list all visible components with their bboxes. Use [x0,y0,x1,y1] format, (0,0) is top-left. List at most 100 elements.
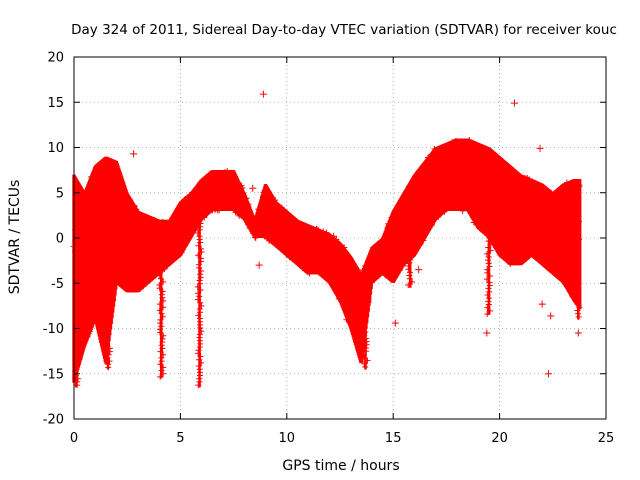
y-tick-label: -20 [43,413,64,428]
data-point [362,329,369,336]
data-point [195,363,202,370]
data-point [197,309,204,316]
data-point [197,280,204,287]
data-point [485,238,492,245]
data-point [483,276,490,283]
data-point [485,301,492,308]
data-point [196,226,203,233]
y-tick-label: -10 [43,322,64,337]
data-point [104,354,111,361]
outlier-point [255,261,263,269]
data-dip [72,372,81,389]
data-point [159,294,166,301]
data-point [486,263,493,270]
outlier-point [547,312,555,320]
data-point [160,304,167,311]
data-point [157,329,164,336]
data-point [158,358,165,365]
data-point [106,348,113,355]
data-point [575,218,582,225]
data-point [484,311,491,318]
data-point [198,359,205,366]
y-tick-label: 10 [47,141,64,156]
data-point [156,301,163,308]
outlier-point [510,99,518,107]
x-axis-label: GPS time / hours [282,458,399,474]
outlier-point [483,329,491,337]
data-point [484,257,491,264]
data-dip [574,304,583,320]
data-point [196,236,203,243]
outlier-point [536,144,544,152]
data-point [160,351,167,358]
axis-ticks: 0 5 10 15 20 25 -20 -15 -10 -5 0 5 10 15 20 [43,51,615,447]
data-point [574,307,581,314]
data-point [483,250,490,257]
data-point [405,266,412,273]
outlier-point [130,150,138,158]
data-point [486,307,493,314]
data-point [407,256,414,263]
data-point [484,304,491,311]
data-point [486,288,493,295]
sdtvar-band [70,137,583,383]
outlier-point [249,184,257,192]
y-tick-label: -5 [51,277,64,292]
data-point [195,382,202,389]
data-point [485,244,492,251]
data-point [196,344,203,351]
data-point [160,297,167,304]
data-point [487,241,494,248]
data-point [157,269,164,276]
data-point [487,247,494,254]
data-point [360,354,367,361]
data-point [347,254,354,261]
data-point [406,259,413,266]
x-tick-label: 15 [385,431,402,446]
data-point [157,320,164,327]
data-point [105,351,112,358]
outlier-point [415,266,423,274]
data-point [198,249,205,256]
data-point [197,274,204,281]
data-point [486,282,493,289]
data-point [197,271,204,278]
data-layer [70,90,583,389]
data-point [485,295,492,302]
outlier-point [259,90,267,98]
data-point [362,335,369,342]
data-point [361,360,368,367]
data-point [196,372,203,379]
data-point [197,258,204,265]
data-point [157,348,164,355]
data-dip [483,235,494,318]
y-tick-label: 20 [47,51,64,66]
data-point [576,304,583,311]
data-point [485,285,492,292]
outlier-points [130,90,582,378]
data-point [197,268,204,275]
data-point [158,291,165,298]
data-point [575,313,582,320]
data-point [195,242,202,249]
outlier-point [472,143,480,151]
data-point [159,288,166,295]
data-point [197,287,204,294]
data-point [405,282,412,289]
data-point [196,293,203,300]
data-point [196,378,203,385]
y-tick-label: 0 [56,232,64,247]
data-point [484,292,491,299]
data-point [363,341,370,348]
data-dip [156,269,167,380]
outlier-point [538,300,546,308]
data-point [486,273,493,280]
data-point [157,275,164,282]
data-point [363,348,370,355]
outlier-point [545,370,553,378]
data-point [105,364,112,371]
data-point [197,223,204,230]
data-point [159,313,166,320]
data-point [198,328,205,335]
